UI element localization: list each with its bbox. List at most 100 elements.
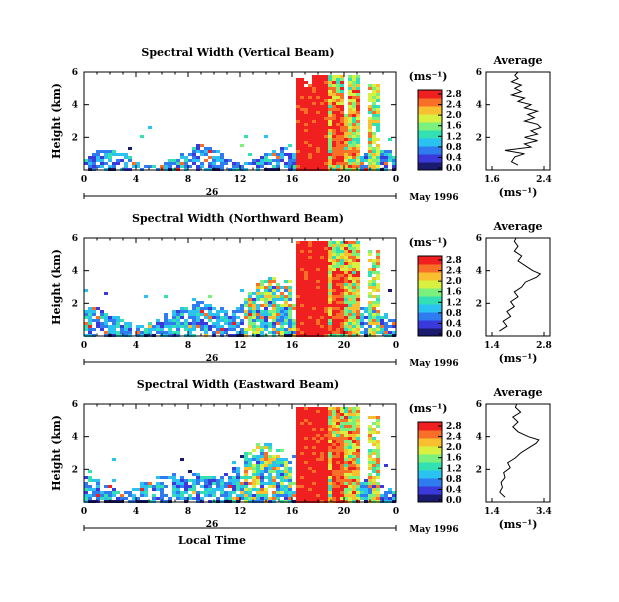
heatmap-cell (308, 159, 312, 162)
heatmap-cell (332, 494, 336, 497)
heatmap-cell (344, 265, 348, 268)
heatmap-cell (280, 316, 284, 319)
heatmap-cell (356, 440, 360, 443)
heatmap-cell (196, 316, 200, 319)
heatmap-cell (352, 464, 356, 467)
heatmap-cell (300, 78, 304, 81)
heatmap-cell (320, 410, 324, 413)
heatmap-cell (208, 319, 212, 322)
heatmap-cell (340, 132, 344, 135)
heatmap-cell (316, 265, 320, 268)
heatmap-cell (348, 165, 352, 168)
heatmap-cell (296, 156, 300, 159)
heatmap-cell (244, 162, 248, 165)
heatmap-cell (332, 322, 336, 325)
heatmap-cell (256, 162, 260, 165)
heatmap-cell (372, 322, 376, 325)
heatmap-cell (176, 319, 180, 322)
heatmap-cell (300, 126, 304, 129)
heatmap-cell (312, 114, 316, 117)
heatmap-cell (340, 313, 344, 316)
heatmap-cell (332, 310, 336, 313)
heatmap-cell (116, 491, 120, 494)
heatmap-cell (96, 153, 100, 156)
heatmap-cell (348, 473, 352, 476)
heatmap-cell (308, 443, 312, 446)
heatmap-cell (356, 304, 360, 307)
heatmap-cell (292, 328, 296, 331)
heatmap-cell (368, 165, 372, 168)
x-tick-label: 16 (286, 341, 299, 351)
heatmap-cell (244, 455, 248, 458)
heatmap-cell (272, 286, 276, 289)
heatmap-cell (180, 162, 184, 165)
heatmap-cell (124, 325, 128, 328)
heatmap-cell (112, 322, 116, 325)
heatmap-cell (92, 319, 96, 322)
heatmap-cell (168, 325, 172, 328)
heatmap-cell (304, 419, 308, 422)
heatmap-cell (100, 325, 104, 328)
heatmap-cell (304, 277, 308, 280)
heatmap-cell (376, 259, 380, 262)
heatmap-cell (296, 464, 300, 467)
heatmap-cell (236, 482, 240, 485)
heatmap-cell (88, 470, 92, 473)
heatmap-cell (316, 476, 320, 479)
heatmap-cell (312, 244, 316, 247)
heatmap-cell (304, 319, 308, 322)
heatmap-cell (336, 102, 340, 105)
heatmap-cell (200, 165, 204, 168)
heatmap-cell (344, 313, 348, 316)
heatmap-cell (320, 274, 324, 277)
heatmap-cell (288, 319, 292, 322)
heatmap-cell (316, 135, 320, 138)
heatmap-cell (376, 325, 380, 328)
heatmap-cell (112, 316, 116, 319)
heatmap-cell (272, 298, 276, 301)
heatmap-cell (356, 165, 360, 168)
heatmap-cell (348, 416, 352, 419)
heatmap-cell (208, 479, 212, 482)
heatmap-cell (332, 96, 336, 99)
heatmap-cell (332, 413, 336, 416)
heatmap-cell (268, 458, 272, 461)
heatmap-cell (344, 461, 348, 464)
heatmap-cell (272, 482, 276, 485)
x-tick-label: 16 (286, 507, 299, 517)
heatmap-cell (372, 458, 376, 461)
heatmap-cell (328, 458, 332, 461)
heatmap-cell (164, 325, 168, 328)
heatmap-cell (304, 443, 308, 446)
heatmap-cell (336, 162, 340, 165)
heatmap-cell (388, 156, 392, 159)
heatmap-cell (336, 319, 340, 322)
heatmap-cell (276, 461, 280, 464)
colorbar-unit: (ms⁻¹) (409, 70, 448, 83)
heatmap-cell (380, 497, 384, 500)
heatmap-cell (216, 156, 220, 159)
heatmap-cell (296, 455, 300, 458)
heatmap-cell (320, 298, 324, 301)
heatmap-cell (308, 328, 312, 331)
heatmap-cell (300, 307, 304, 310)
heatmap-cell (368, 428, 372, 431)
heatmap-cell (376, 108, 380, 111)
heatmap-cell (152, 325, 156, 328)
heatmap-cell (308, 250, 312, 253)
heatmap-cell (348, 461, 352, 464)
heatmap-cell (172, 310, 176, 313)
heatmap-cell (132, 162, 136, 165)
heatmap-cell (332, 407, 336, 410)
heatmap-cell (332, 437, 336, 440)
heatmap-cell (164, 476, 168, 479)
heatmap-cell (352, 93, 356, 96)
heatmap-cell (280, 319, 284, 322)
heatmap-cell (320, 425, 324, 428)
heatmap-cell (288, 494, 292, 497)
heatmap-cell (344, 316, 348, 319)
heatmap-cell (320, 268, 324, 271)
heatmap-cell (312, 96, 316, 99)
heatmap-cell (264, 328, 268, 331)
average-x-tick-label: 2.4 (536, 175, 552, 185)
